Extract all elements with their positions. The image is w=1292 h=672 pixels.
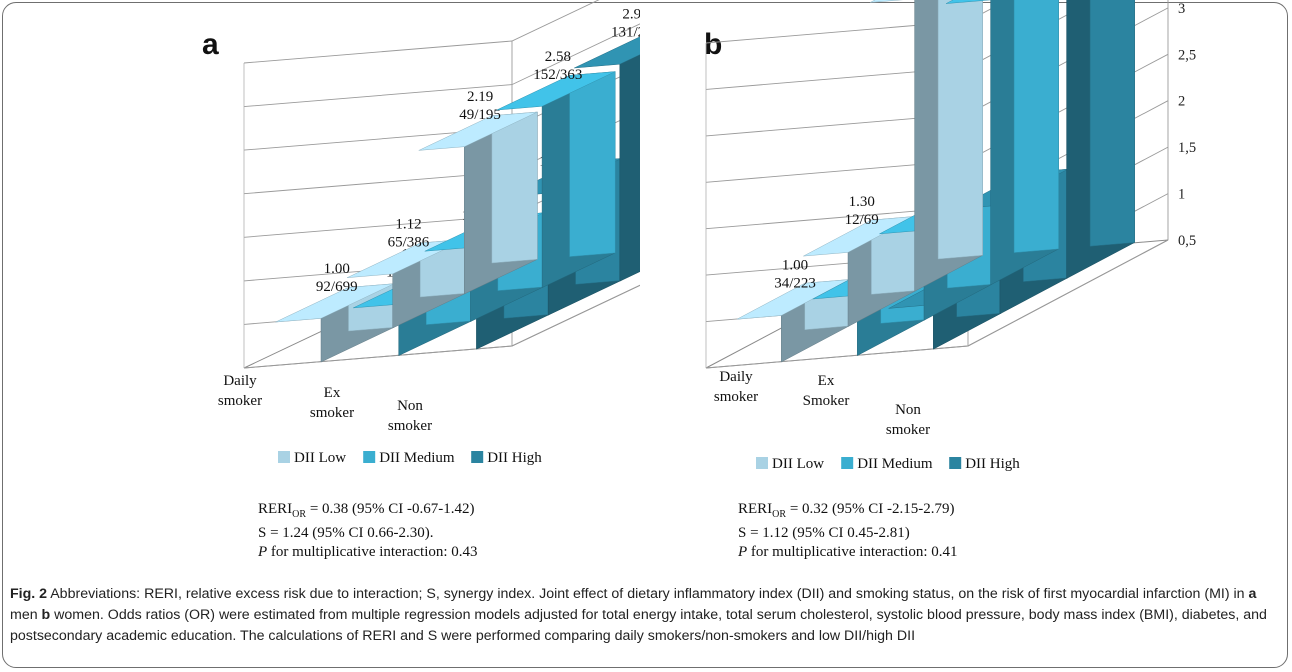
p-line-a: P for multiplicative interaction: 0.43 (258, 544, 478, 560)
category-label: smoker (714, 389, 758, 405)
reri-line-a: RERIOR = 0.38 (95% CI -0.67-1.42) (258, 501, 475, 520)
data-label-counts: 152/363 (533, 67, 582, 83)
data-label-value: 1.00 (324, 261, 350, 277)
bar-top (869, 0, 904, 3)
legend-label: DII High (965, 456, 1020, 472)
legend-label: DII Medium (857, 456, 933, 472)
data-label-counts: 131/272 (611, 25, 640, 41)
data-label-value: 2.58 (545, 49, 571, 65)
caption-panel-b-ref: b (41, 607, 51, 623)
data-label-value: 1.12 (395, 216, 421, 232)
z-tick-label: 0,5 (1178, 233, 1196, 249)
reri-line-b: RERIOR = 0.32 (95% CI -2.15-2.79) (738, 501, 955, 520)
z-tick-label: 3 (1178, 1, 1185, 17)
caption-text-2: men (10, 607, 42, 623)
bar-top (496, 71, 616, 111)
bar-top (418, 111, 538, 151)
category-label: smoker (886, 422, 930, 438)
category-label: Ex (818, 373, 835, 389)
data-label-counts: 65/386 (388, 234, 430, 250)
bar-top (574, 36, 640, 69)
bar-top (803, 216, 917, 257)
caption-panel-a-ref: a (1248, 586, 1257, 602)
category-label: Daily (719, 369, 753, 385)
bar (937, 0, 983, 260)
legend-swatch (841, 457, 854, 469)
z-tick-label: 2,5 (1178, 47, 1196, 63)
legend-swatch (756, 457, 768, 469)
data-label-counts: 49/195 (459, 107, 501, 123)
legend-label: DII Low (294, 450, 346, 466)
data-label-value: 1.00 (782, 257, 808, 273)
category-label: smoker (388, 418, 432, 434)
category-label: Non (397, 398, 423, 414)
s-line-b: S = 1.12 (95% CI 0.45-2.81) (738, 525, 910, 541)
category-label: smoker (218, 393, 262, 409)
panel-b-letter: b (704, 28, 723, 61)
z-tick-label: 1,5 (1178, 140, 1196, 156)
z-tick-label: 1 (1178, 187, 1185, 203)
category-label: Non (895, 402, 921, 418)
figure-caption: Fig. 2 Abbreviations: RERI, relative exc… (10, 584, 1272, 647)
bar (569, 71, 616, 257)
category-label: Smoker (803, 393, 850, 409)
legend-swatch (278, 451, 290, 463)
bar-top (736, 279, 850, 320)
bar (1013, 0, 1059, 253)
data-label-value: 1.30 (849, 194, 875, 210)
caption-text-3: women. Odds ratios (OR) were estimated f… (10, 607, 1267, 644)
legend-swatch (949, 457, 962, 469)
bar-side (619, 54, 640, 282)
data-label-counts: 12/69 (845, 212, 879, 228)
caption-text-1: Abbreviations: RERI, relative excess ris… (47, 586, 1249, 602)
data-label-value: 2.99 (622, 7, 640, 23)
p-line-b: P for multiplicative interaction: 0.41 (738, 544, 958, 560)
legend-swatch (363, 451, 376, 463)
caption-fig-label: Fig. 2 (10, 586, 48, 602)
s-line-a: S = 1.24 (95% CI 0.66-2.30). (258, 525, 434, 541)
bar (1089, 0, 1135, 247)
bar (491, 111, 538, 264)
legend-label: DII Medium (379, 450, 455, 466)
chart-panel-b: 0,511,522,533,54ORcases/controls (n)1.00… (705, 0, 1196, 472)
panel-b-stats: RERIOR = 0.32 (95% CI -2.15-2.79) S = 1.… (738, 500, 958, 562)
bar-top (275, 283, 395, 323)
bar-top (945, 0, 991, 4)
data-label-value: 2.19 (467, 89, 493, 105)
category-label: Ex (324, 385, 341, 401)
chart-panel-a: 0,511,522,533,54ORcases/controls (n)1.00… (218, 0, 640, 466)
panel-a-letter: a (202, 28, 219, 61)
data-label-counts: 34/223 (774, 275, 816, 291)
z-tick-label: 2 (1178, 94, 1185, 110)
category-label: smoker (310, 405, 354, 421)
category-label: Daily (223, 373, 257, 389)
gridline (243, 0, 600, 64)
legend-label: DII Low (772, 456, 824, 472)
legend-swatch (471, 451, 484, 463)
data-label-counts: 92/699 (316, 279, 358, 295)
legend-label: DII High (487, 450, 542, 466)
panel-a-stats: RERIOR = 0.38 (95% CI -0.67-1.42) S = 1.… (258, 500, 478, 562)
